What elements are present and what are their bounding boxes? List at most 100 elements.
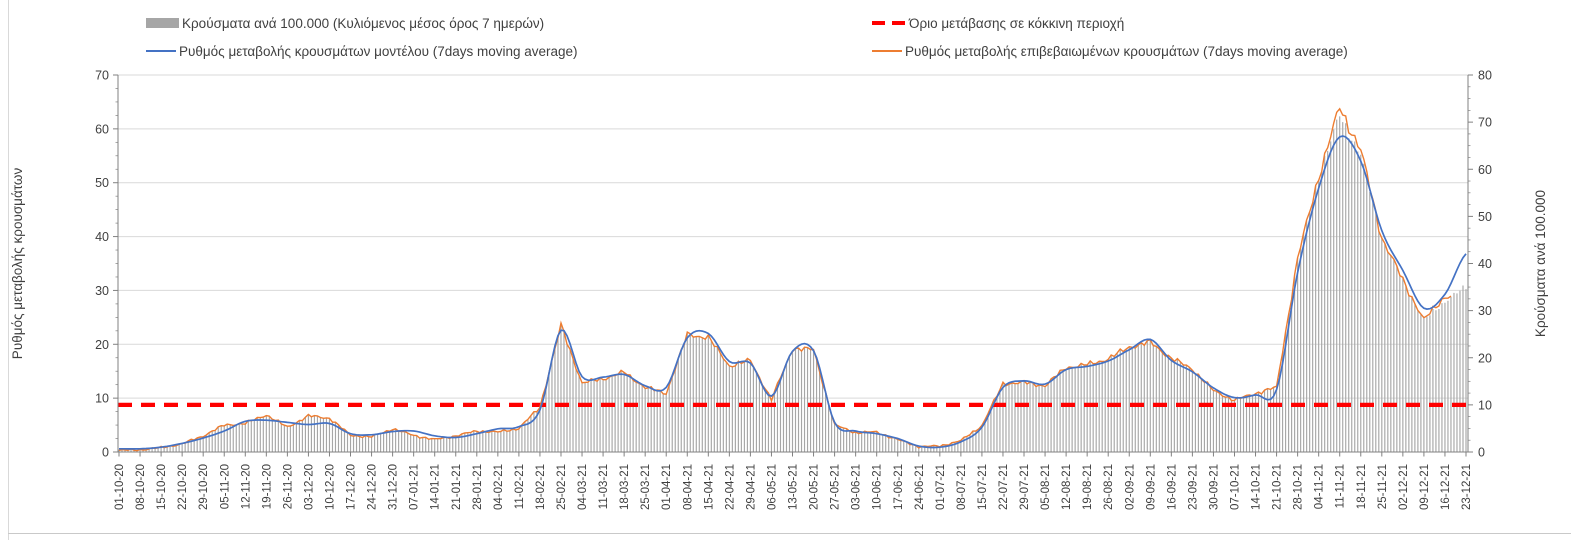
x-axis-date-label: 09-12-21 bbox=[1419, 464, 1431, 510]
x-axis-date-label: 05-11-20 bbox=[219, 464, 231, 509]
x-axis-date-label: 01-04-21 bbox=[661, 464, 673, 510]
x-axis-date-label: 29-07-21 bbox=[1019, 464, 1031, 510]
legend-item-cases-per-100k: Κρούσματα ανά 100.000 (Κυλιόμενος μέσος … bbox=[146, 10, 544, 36]
legend-label-model-rate: Ρυθμός μεταβολής κρουσμάτων μοντέλου (7d… bbox=[179, 43, 578, 59]
x-axis-date-label: 28-01-21 bbox=[472, 464, 484, 510]
x-axis-date-label: 22-07-21 bbox=[998, 464, 1010, 510]
x-axis-date-label: 29-04-21 bbox=[745, 464, 757, 510]
bar-series-swatch-icon bbox=[146, 18, 179, 28]
x-axis-date-label: 17-06-21 bbox=[893, 464, 905, 510]
x-axis-date-label: 01-10-20 bbox=[114, 464, 126, 510]
right-axis-tick-label: 10 bbox=[1478, 398, 1492, 412]
right-axis-tick-label: 70 bbox=[1478, 116, 1492, 130]
x-axis-date-label: 08-10-20 bbox=[135, 464, 147, 510]
x-axis-date-label: 23-09-21 bbox=[1187, 464, 1199, 510]
x-axis-date-label: 01-07-21 bbox=[935, 464, 947, 510]
x-axis-date-label: 12-08-21 bbox=[1061, 464, 1073, 510]
x-axis-date-label: 13-05-21 bbox=[788, 464, 800, 510]
x-axis-date-label: 26-08-21 bbox=[1103, 464, 1115, 510]
x-axis-date-label: 15-10-20 bbox=[156, 464, 168, 510]
x-axis-date-label: 21-01-21 bbox=[451, 464, 463, 510]
right-axis-tick-label: 40 bbox=[1478, 257, 1492, 271]
right-axis-tick-label: 30 bbox=[1478, 304, 1492, 318]
x-axis-date-label: 24-06-21 bbox=[914, 464, 926, 510]
left-axis-tick-label: 10 bbox=[95, 392, 109, 406]
x-axis-date-label: 25-03-21 bbox=[640, 464, 652, 510]
x-axis-date-label: 06-05-21 bbox=[766, 464, 778, 510]
x-axis-date-label: 16-12-21 bbox=[1440, 464, 1452, 510]
daily-case-bars bbox=[118, 116, 1467, 452]
x-axis-date-label: 30-09-21 bbox=[1208, 464, 1220, 510]
model-cases-rate-line bbox=[119, 135, 1467, 450]
x-axis-date-label: 08-04-21 bbox=[682, 464, 694, 510]
x-axis-date-label: 10-12-20 bbox=[324, 464, 336, 510]
x-axis-date-label: 15-04-21 bbox=[703, 464, 715, 510]
right-axis-tick-label: 0 bbox=[1478, 446, 1485, 460]
x-axis-date-label: 16-09-21 bbox=[1166, 464, 1178, 510]
x-axis-date-label: 07-01-21 bbox=[409, 464, 421, 510]
left-axis-tick-label: 70 bbox=[95, 69, 109, 83]
x-axis-date-label: 20-05-21 bbox=[809, 464, 821, 510]
window-left-edge bbox=[8, 0, 9, 540]
legend-item-model-rate: Ρυθμός μεταβολής κρουσμάτων μοντέλου (7d… bbox=[146, 38, 578, 64]
legend-label-threshold: Όριο μετάβασης σε κόκκινη περιοχή bbox=[909, 15, 1125, 31]
right-axis-tick-label: 80 bbox=[1478, 69, 1492, 83]
x-axis-date-label: 07-10-21 bbox=[1230, 464, 1242, 510]
x-axis-date-label: 12-11-20 bbox=[240, 464, 252, 509]
x-axis-date-label: 02-09-21 bbox=[1124, 464, 1136, 510]
x-axis-date-label: 05-08-21 bbox=[1040, 464, 1052, 510]
x-axis-date-label: 23-12-21 bbox=[1461, 464, 1473, 510]
x-axis-date-label: 25-02-21 bbox=[556, 464, 568, 510]
x-axis-date-label: 03-06-21 bbox=[851, 464, 863, 510]
x-axis-date-label: 19-11-20 bbox=[261, 464, 273, 509]
left-axis-tick-label: 20 bbox=[95, 338, 109, 352]
x-axis-date-label: 04-02-21 bbox=[493, 464, 505, 510]
legend-item-threshold: Όριο μετάβασης σε κόκκινη περιοχή bbox=[872, 10, 1124, 36]
x-axis-date-label: 11-11-21 bbox=[1335, 464, 1347, 508]
x-axis-date-label: 31-12-20 bbox=[388, 464, 400, 510]
x-axis-date-label: 03-12-20 bbox=[303, 464, 315, 510]
x-axis-date-label: 10-06-21 bbox=[872, 464, 884, 510]
left-axis-tick-label: 50 bbox=[95, 176, 109, 190]
legend-label-confirmed-rate: Ρυθμός μεταβολής επιβεβαιωμένων κρουσμάτ… bbox=[905, 43, 1348, 59]
x-axis-date-label: 22-04-21 bbox=[724, 464, 736, 510]
left-axis-tick-label: 0 bbox=[102, 446, 109, 460]
left-axis-tick-label: 60 bbox=[95, 122, 109, 136]
window-bottom-edge bbox=[8, 533, 1571, 534]
right-axis-tick-label: 50 bbox=[1478, 210, 1492, 224]
x-axis-date-label: 04-03-21 bbox=[577, 464, 589, 510]
x-axis-date-label: 17-12-20 bbox=[346, 464, 358, 510]
x-axis-date-label: 02-12-21 bbox=[1398, 464, 1410, 510]
red-dashed-line-icon bbox=[872, 21, 906, 25]
left-axis-tick-label: 30 bbox=[95, 284, 109, 298]
x-axis-date-label: 26-11-20 bbox=[282, 464, 294, 509]
x-axis-date-label: 11-02-21 bbox=[514, 464, 526, 509]
x-axis-date-label: 11-03-21 bbox=[598, 464, 610, 509]
orange-line-icon bbox=[872, 50, 902, 52]
x-axis-date-label: 14-10-21 bbox=[1251, 464, 1263, 510]
x-axis-date-label: 15-07-21 bbox=[977, 464, 989, 510]
right-axis-tick-label: 60 bbox=[1478, 163, 1492, 177]
x-axis-date-label: 08-07-21 bbox=[956, 464, 968, 510]
x-axis-date-label: 28-10-21 bbox=[1293, 464, 1305, 510]
x-axis-date-label: 14-01-21 bbox=[430, 464, 442, 510]
legend-item-confirmed-rate: Ρυθμός μεταβολής επιβεβαιωμένων κρουσμάτ… bbox=[872, 38, 1348, 64]
x-axis-date-label: 22-10-20 bbox=[177, 464, 189, 510]
x-axis-date-label: 29-10-20 bbox=[198, 464, 210, 510]
x-axis-date-label: 25-11-21 bbox=[1377, 464, 1389, 509]
x-axis-date-label: 21-10-21 bbox=[1272, 464, 1284, 510]
x-axis-date-label: 04-11-21 bbox=[1314, 464, 1326, 509]
axes: 0 10 20 30 40 50 60 70 0 10 20 30 40 50 60 70 80 01-10-20… bbox=[95, 69, 1492, 511]
x-axis-date-label: 27-05-21 bbox=[830, 464, 842, 510]
x-axis-date-label: 18-03-21 bbox=[619, 464, 631, 510]
blue-line-icon bbox=[146, 50, 176, 52]
x-axis-date-label: 09-09-21 bbox=[1145, 464, 1157, 510]
x-axis-date-label: 19-08-21 bbox=[1082, 464, 1094, 510]
right-axis-title: Κρούσματα ανά 100.000 bbox=[1533, 190, 1548, 337]
left-axis-tick-label: 40 bbox=[95, 230, 109, 244]
x-axis-date-label: 18-11-21 bbox=[1356, 464, 1368, 509]
left-axis-title: Ρυθμός μεταβολής κρουσμάτων bbox=[10, 168, 25, 360]
x-axis-date-label: 24-12-20 bbox=[367, 464, 379, 510]
